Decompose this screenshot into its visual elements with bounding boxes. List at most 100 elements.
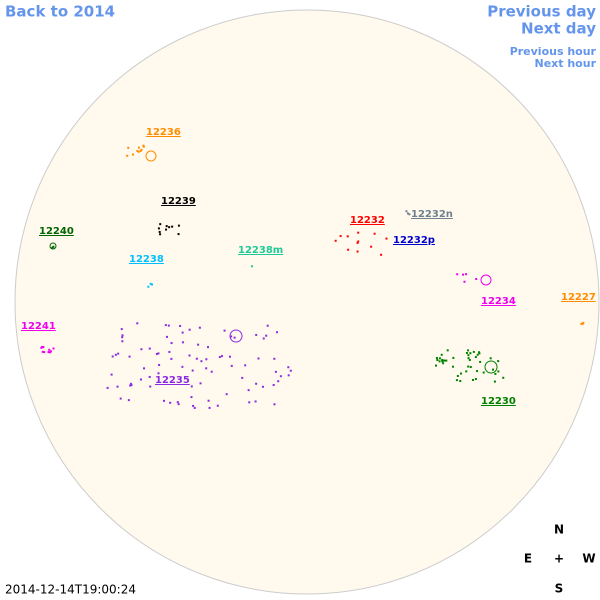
sunspot (497, 360, 500, 363)
sunspot (347, 248, 350, 251)
sunspot (131, 153, 134, 156)
sunspot (441, 360, 444, 363)
sunspot (179, 324, 182, 327)
sunspot (148, 375, 151, 378)
sunspot (140, 348, 143, 351)
region-label[interactable]: 12232p (393, 235, 435, 246)
sunspot (120, 328, 123, 331)
sunspot (116, 385, 119, 388)
sunspot (479, 360, 482, 363)
sunspot (408, 213, 411, 216)
region-label[interactable]: 12240 (39, 226, 74, 237)
sunspot (114, 353, 117, 356)
sunspot (169, 401, 172, 404)
sunspot (334, 239, 337, 242)
sunspot (197, 343, 200, 346)
region-label[interactable]: 12227 (561, 292, 596, 303)
next-day-link[interactable]: Next day (521, 20, 596, 38)
sunspot (244, 364, 247, 367)
region-label[interactable]: 12238m (238, 245, 283, 256)
sunspot (272, 383, 275, 386)
sunspot (190, 385, 193, 388)
sunspot (406, 212, 409, 215)
sunspot-ring (229, 329, 243, 343)
sunspot (465, 351, 468, 354)
sunspot (190, 396, 193, 399)
sunspot (356, 241, 359, 244)
region-label[interactable]: 12232 (350, 215, 385, 226)
solar-disk (14, 9, 600, 595)
sunspot (130, 384, 133, 387)
sunspot (455, 379, 458, 382)
sunspot (170, 357, 173, 360)
sunspot (223, 329, 226, 332)
sunspot (49, 351, 52, 354)
sunspot (446, 349, 449, 352)
sunspot (167, 324, 170, 327)
sunspot (191, 369, 194, 372)
region-label[interactable]: 12239 (161, 196, 196, 207)
sunspot (474, 356, 477, 359)
sunspot (149, 385, 152, 388)
compass-east: E (524, 552, 532, 566)
sunspot (155, 352, 158, 355)
sunspot (492, 368, 495, 371)
sunspot (210, 370, 213, 373)
region-label[interactable]: 12235 (155, 375, 190, 386)
sunspot (181, 341, 184, 344)
region-label[interactable]: 12230 (481, 396, 516, 407)
sunspot (220, 355, 223, 358)
sunspot (148, 347, 151, 350)
sunspot (289, 369, 292, 372)
sunspot (462, 273, 465, 276)
sunspot (436, 359, 439, 362)
sunspot (241, 376, 244, 379)
sunspot (170, 342, 173, 345)
sunspot (41, 350, 44, 353)
compass-south: S (555, 582, 564, 596)
sunspot (442, 359, 445, 362)
sunspot (168, 226, 171, 229)
sunspot-ring (49, 242, 57, 250)
sunspot (476, 353, 479, 356)
sunspot (441, 358, 444, 361)
sunspot (438, 357, 441, 360)
sunspot (380, 253, 383, 256)
sunspot (206, 346, 209, 349)
region-label[interactable]: 12234 (481, 296, 516, 307)
sunspot (357, 231, 360, 234)
back-link[interactable]: Back to 2014 (5, 3, 115, 21)
sunspot (346, 235, 349, 238)
sunspot-ring (484, 360, 498, 374)
compass-north: N (554, 523, 564, 537)
sunspot (42, 346, 45, 349)
sunspot (157, 372, 160, 375)
sunspot (139, 378, 142, 381)
sunspot (452, 356, 455, 359)
region-label[interactable]: 12232n (411, 209, 453, 220)
sunspot (502, 376, 505, 379)
sunspot (476, 370, 479, 373)
region-label[interactable]: 12238 (129, 254, 164, 265)
sunspot (121, 336, 124, 339)
sunspot (177, 403, 180, 406)
region-label[interactable]: 12236 (146, 127, 181, 138)
sunspot (266, 324, 269, 327)
previous-day-link[interactable]: Previous day (487, 3, 596, 21)
sunspot (255, 382, 258, 385)
sunspot (171, 225, 174, 228)
next-hour-link[interactable]: Next hour (535, 57, 597, 70)
previous-hour-link[interactable]: Previous hour (510, 45, 597, 58)
region-label[interactable]: 12241 (21, 321, 56, 332)
sunspot (228, 355, 231, 358)
sunspot (493, 380, 496, 383)
sunspot (474, 378, 477, 381)
sunspot (435, 364, 438, 367)
sunspot (52, 245, 55, 248)
sunspot (277, 380, 280, 383)
sunspot (48, 348, 51, 351)
sunspot (121, 340, 124, 343)
sunspot (467, 349, 470, 352)
sunspot (205, 367, 208, 370)
